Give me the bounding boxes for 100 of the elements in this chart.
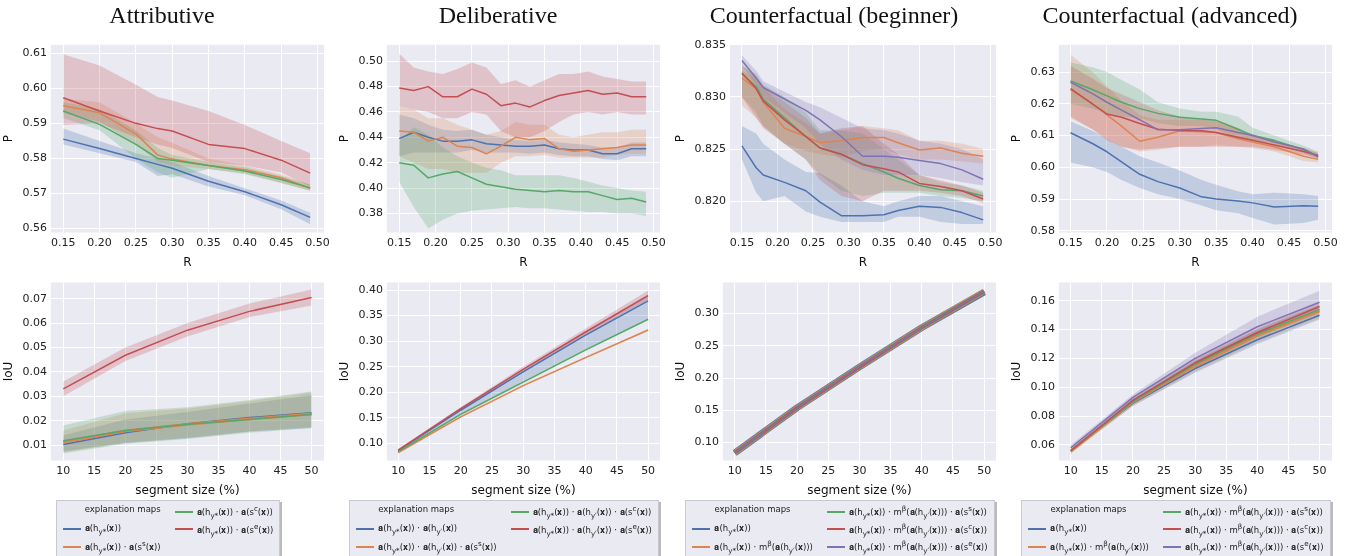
y-tick-label: 0.06	[22, 315, 47, 329]
x-axis-title: segment size (%)	[1143, 482, 1248, 497]
x-tick-label: 0.20	[423, 235, 448, 249]
legend-label: 𝐚(h$_{y*}$(𝐱))	[1050, 522, 1087, 536]
x-tick-label: 0.25	[123, 235, 149, 249]
chart-title: Counterfactual (advanced)	[1042, 1, 1298, 28]
x-tick-label: 40	[578, 463, 593, 477]
legend-label: 𝐚(h$_{y*}$(𝐱)) · 𝐚(h$_{y′}$(𝐱)) · 𝐚(s$^{s}$(𝐱))	[378, 539, 497, 555]
x-tick-label: 15	[1094, 463, 1109, 477]
y-axis-title: IoU	[1009, 361, 1024, 382]
y-tick-label: 0.63	[1030, 64, 1055, 78]
x-tick-label: 25	[821, 463, 836, 477]
x-tick-label: 0.35	[532, 235, 557, 249]
y-tick-label: 0.01	[22, 437, 47, 451]
x-tick-label: 0.40	[568, 235, 594, 249]
y-tick-label: 0.16	[1030, 293, 1055, 307]
x-tick-label: 0.25	[800, 235, 826, 249]
x-tick-label: 50	[304, 463, 319, 477]
x-tick-label: 30	[852, 463, 867, 477]
x-tick-label: 0.30	[159, 235, 185, 249]
y-tick-label: 0.10	[358, 436, 383, 450]
legend-label: 𝐚(h$_{y*}$(𝐱)) · m$^{β}$(𝐚(h$_{y′}$(𝐱)))	[714, 539, 813, 555]
x-tick-label: 0.25	[1131, 235, 1156, 249]
x-tick-label: 45	[609, 463, 624, 477]
legend-title: explanation maps	[713, 504, 792, 516]
y-tick-label: 0.61	[1030, 128, 1055, 142]
x-tick-label: 15	[422, 463, 437, 477]
x-axis-title: R	[519, 254, 528, 269]
x-tick-label: 10	[1063, 463, 1078, 477]
x-tick-label: 45	[945, 463, 960, 477]
text: 𝐚(h$_{y*}$(𝐱)) · m$^{β}$(𝐚(h$_{y′}$(𝐱))) · 𝐚(s$^{s}$(𝐱))	[848, 504, 987, 520]
legend-label: 𝐚(h$_{y*}$(𝐱)) · m$^{β}$(𝐚(h$_{y′}$(𝐱)))	[1050, 539, 1149, 555]
x-tick-label: 0.40	[232, 235, 258, 249]
x-tick-label: 35	[883, 463, 898, 477]
x-tick-label: 0.15	[50, 235, 76, 249]
x-tick-label: 0.45	[604, 235, 630, 249]
y-tick-label: 0.35	[358, 308, 383, 322]
y-tick-label: 0.58	[1030, 223, 1055, 237]
text: 𝐚(h$_{y*}$(𝐱)) · m$^{β}$(𝐚(h$_{y′}$(𝐱))) · 𝐚(s$^{e}$(𝐱))	[848, 539, 988, 555]
x-tick-label: 0.45	[942, 235, 968, 249]
y-tick-label: 0.12	[1030, 351, 1055, 365]
x-tick-label: 50	[977, 463, 992, 477]
x-axis-title: R	[858, 254, 868, 269]
x-tick-label: 20	[453, 463, 468, 477]
legend-label: 𝐚(h$_{y*}$(𝐱)) · 𝐚(h$_{y′}$(𝐱))	[378, 522, 458, 536]
y-tick-label: 0.825	[694, 141, 726, 155]
y-tick-label: 0.03	[22, 389, 47, 403]
x-tick-label: 50	[1312, 463, 1327, 477]
text: 𝐚(h$_{y*}$(𝐱)) · m$^{β}$(𝐚(h$_{y′}$(𝐱))) · 𝐚(s$^{c}$(𝐱))	[1184, 521, 1324, 538]
x-axis-title: segment size (%)	[135, 482, 240, 497]
x-tick-label: 0.30	[836, 235, 861, 249]
x-tick-label: 0.35	[196, 235, 221, 249]
x-tick-label: 0.45	[268, 235, 294, 249]
text: 𝐚(h$_{y*}$(𝐱)) · m$^{β}$(𝐚(h$_{y′}$(𝐱))) · 𝐚(s$^{s}$(𝐱))	[1184, 504, 1323, 520]
x-tick-label: 25	[149, 463, 164, 477]
y-tick-label: 0.60	[22, 81, 47, 95]
x-tick-label: 35	[1219, 463, 1234, 477]
y-tick-label: 0.48	[358, 79, 383, 93]
y-tick-label: 0.38	[358, 206, 383, 220]
x-tick-label: 0.50	[641, 235, 666, 249]
y-tick-label: 0.835	[694, 37, 726, 51]
y-axis-title: IoU	[337, 361, 352, 382]
legend-label: 𝐚(h$_{y*}$(𝐱)) · 𝐚(s$^{e}$(𝐱))	[196, 521, 274, 538]
y-axis-title: IoU	[673, 361, 688, 382]
x-tick-label: 50	[641, 463, 656, 477]
y-tick-label: 0.58	[22, 151, 47, 165]
x-tick-label: 20	[1125, 463, 1140, 477]
y-tick-label: 0.820	[694, 193, 726, 207]
y-tick-label: 0.20	[694, 370, 719, 384]
y-tick-label: 0.59	[1030, 191, 1055, 205]
y-tick-label: 0.56	[22, 221, 47, 235]
x-tick-label: 0.20	[1094, 235, 1120, 249]
x-tick-label: 40	[914, 463, 929, 477]
legend-label: 𝐚(h$_{y*}$(𝐱)) · 𝐚(h$_{y′}$(𝐱)) · 𝐚(s$^{c}$(𝐱))	[532, 504, 652, 520]
x-tick-label: 0.40	[1240, 235, 1265, 249]
x-tick-label: 0.25	[459, 235, 485, 249]
x-tick-label: 40	[1250, 463, 1265, 477]
y-tick-label: 0.02	[22, 413, 47, 427]
y-tick-label: 0.25	[358, 359, 383, 373]
x-tick-label: 15	[758, 463, 773, 477]
y-tick-label: 0.40	[358, 180, 383, 194]
y-tick-label: 0.62	[1030, 96, 1055, 110]
y-tick-label: 0.830	[694, 89, 726, 103]
x-tick-label: 35	[547, 463, 562, 477]
x-tick-label: 0.15	[729, 235, 755, 249]
text: 𝐚(h$_{y*}$(𝐱)) · m$^{β}$(𝐚(h$_{y′}$(𝐱))) · 𝐚(s$^{c}$(𝐱))	[848, 521, 988, 538]
x-tick-label: 30	[180, 463, 195, 477]
x-tick-label: 45	[273, 463, 288, 477]
x-tick-label: 0.30	[495, 235, 521, 249]
y-tick-label: 0.10	[1030, 380, 1055, 394]
legend-label: 𝐚(h$_{y*}$(𝐱)) · 𝐚(s$^{c}$(𝐱))	[196, 504, 273, 520]
x-tick-label: 0.30	[1167, 235, 1193, 249]
y-tick-label: 0.42	[358, 155, 383, 169]
y-axis-title: P	[673, 134, 688, 143]
y-tick-label: 0.50	[358, 54, 383, 68]
y-tick-label: 0.61	[22, 46, 47, 60]
y-axis-title: P	[1009, 134, 1024, 143]
x-tick-label: 0.50	[305, 235, 330, 249]
legend-label: 𝐚(h$_{y*}$(𝐱)) · 𝐚(s$^{s}$(𝐱))	[84, 539, 161, 555]
x-tick-label: 10	[727, 463, 742, 477]
